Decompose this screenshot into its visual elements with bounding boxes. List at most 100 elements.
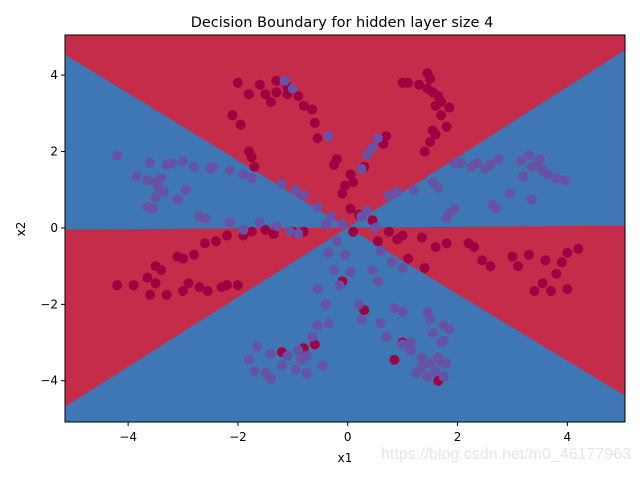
data-point bbox=[254, 79, 265, 90]
data-point bbox=[246, 226, 257, 237]
data-point bbox=[323, 247, 334, 258]
data-point bbox=[329, 159, 339, 170]
data-point bbox=[287, 83, 298, 94]
data-point bbox=[444, 102, 455, 113]
data-point bbox=[260, 89, 271, 100]
data-point bbox=[370, 222, 381, 233]
data-point bbox=[243, 354, 254, 365]
data-point bbox=[345, 203, 356, 214]
data-point bbox=[408, 184, 419, 195]
data-point bbox=[427, 125, 438, 136]
data-point bbox=[430, 366, 441, 377]
data-point bbox=[438, 371, 449, 382]
data-point bbox=[491, 203, 501, 214]
data-point bbox=[276, 179, 287, 189]
data-point bbox=[392, 186, 403, 197]
data-point bbox=[367, 142, 378, 153]
data-point bbox=[334, 280, 345, 291]
data-point bbox=[145, 158, 156, 168]
data-point bbox=[529, 286, 540, 296]
data-point bbox=[455, 158, 466, 168]
data-point bbox=[301, 350, 312, 361]
data-point bbox=[290, 364, 301, 375]
data-point bbox=[543, 169, 554, 180]
data-point bbox=[249, 161, 260, 172]
y-tick-label: −4 bbox=[40, 374, 58, 388]
data-point bbox=[326, 211, 337, 222]
data-point bbox=[180, 184, 191, 195]
data-point bbox=[183, 278, 194, 289]
data-point bbox=[397, 307, 408, 317]
data-point bbox=[441, 238, 452, 249]
data-point bbox=[523, 150, 534, 161]
data-point bbox=[403, 253, 414, 264]
x-tick-label: −2 bbox=[229, 430, 247, 444]
data-point bbox=[405, 337, 416, 348]
data-point bbox=[337, 219, 348, 230]
data-point bbox=[463, 238, 474, 249]
data-point bbox=[309, 117, 320, 128]
data-point bbox=[375, 318, 386, 329]
data-point bbox=[507, 251, 518, 262]
data-point bbox=[249, 366, 260, 377]
data-point bbox=[189, 161, 199, 172]
data-point bbox=[416, 352, 427, 363]
data-point bbox=[150, 261, 161, 272]
data-point bbox=[271, 221, 282, 231]
data-point bbox=[276, 360, 287, 371]
y-tick-label: 2 bbox=[50, 145, 58, 159]
data-point bbox=[381, 331, 392, 342]
region-bottom-wedge bbox=[65, 227, 625, 422]
data-point bbox=[356, 314, 367, 325]
data-point bbox=[202, 286, 213, 296]
y-axis-ticks: −4 −2 0 2 4 bbox=[40, 68, 65, 388]
x-axis-label: x1 bbox=[338, 451, 353, 465]
data-point bbox=[279, 75, 290, 86]
data-point bbox=[562, 247, 573, 258]
data-point bbox=[493, 154, 504, 165]
data-point bbox=[200, 213, 210, 224]
data-point bbox=[307, 104, 318, 115]
data-point bbox=[172, 194, 183, 205]
x-tick-label: 2 bbox=[454, 430, 462, 444]
x-tick-label: 4 bbox=[564, 430, 572, 444]
data-point bbox=[383, 190, 394, 201]
data-point bbox=[320, 299, 331, 310]
data-point bbox=[227, 110, 238, 121]
data-point bbox=[265, 96, 276, 107]
data-point bbox=[512, 261, 523, 272]
data-point bbox=[471, 158, 482, 168]
data-point bbox=[145, 289, 156, 300]
data-point bbox=[312, 201, 323, 212]
data-point bbox=[318, 360, 328, 371]
plot-frame bbox=[64, 34, 626, 423]
data-point bbox=[381, 131, 392, 142]
data-point bbox=[411, 368, 422, 379]
data-point bbox=[375, 245, 386, 256]
data-point bbox=[436, 110, 447, 121]
data-point bbox=[485, 261, 496, 272]
data-point bbox=[362, 150, 372, 161]
data-point bbox=[438, 335, 449, 346]
data-point bbox=[271, 87, 282, 98]
data-point bbox=[353, 299, 364, 310]
data-point bbox=[260, 224, 271, 235]
data-point bbox=[268, 228, 279, 239]
x-tick-label: 0 bbox=[344, 430, 352, 444]
data-point bbox=[282, 350, 293, 361]
data-point bbox=[392, 234, 403, 245]
data-point bbox=[430, 242, 441, 252]
data-point bbox=[419, 263, 430, 273]
y-axis-label: x2 bbox=[14, 222, 28, 237]
data-point bbox=[422, 68, 433, 79]
data-point bbox=[441, 121, 452, 132]
data-point bbox=[422, 307, 433, 317]
data-point bbox=[232, 77, 243, 88]
data-point bbox=[537, 278, 548, 289]
data-point bbox=[386, 257, 397, 268]
data-point bbox=[389, 354, 400, 365]
data-point bbox=[433, 182, 444, 193]
data-point bbox=[340, 180, 350, 191]
data-point bbox=[329, 265, 339, 275]
